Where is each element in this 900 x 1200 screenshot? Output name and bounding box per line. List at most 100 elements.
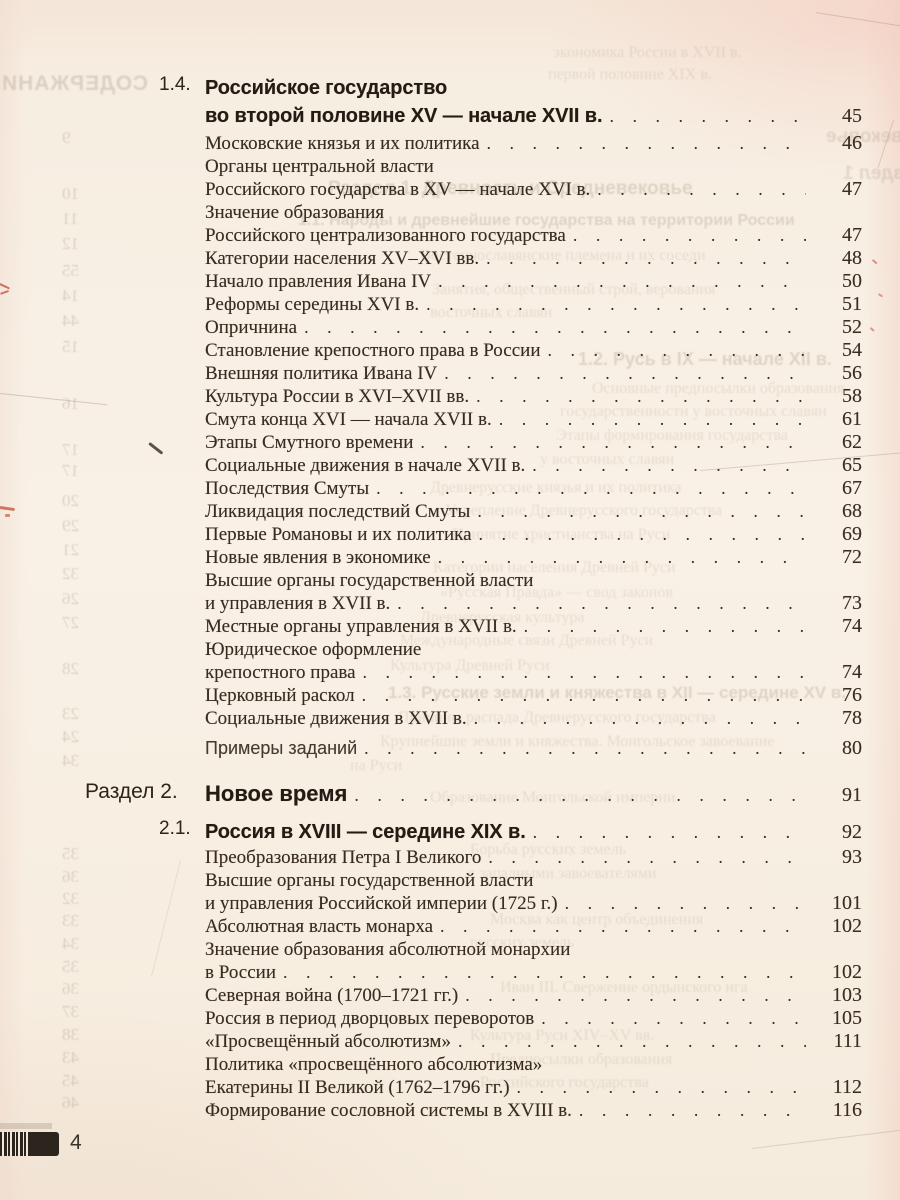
- ghost-page-number: 27: [62, 613, 79, 632]
- ghost-page-number: 23: [62, 704, 79, 723]
- toc-entry-title: Абсолютная власть монарха: [205, 916, 434, 937]
- toc-line: Россия в период дворцовых переворотов 105: [205, 1007, 862, 1030]
- toc-item: Северная война (1700–1721 гг.) 103: [205, 984, 862, 1007]
- toc-line: Формирование сословной системы в XVIII в…: [205, 1099, 862, 1122]
- toc-item: Значение образования абсолютной монархии…: [205, 938, 862, 984]
- toc-item: Начало правления Ивана IV 50: [205, 270, 862, 293]
- dot-leader: [376, 478, 806, 499]
- toc-entry-title: Ликвидация последствий Смуты: [205, 501, 471, 522]
- toc-entry-title: Российского государства в XV — начале XV…: [205, 179, 591, 200]
- toc-page-number: 78: [842, 707, 862, 729]
- toc-line: Северная война (1700–1721 гг.) 103: [205, 984, 862, 1007]
- toc-line: Реформы середины XVI в. 51: [205, 293, 862, 316]
- toc-entry-title: Российского централизованного государств…: [205, 225, 566, 246]
- toc-line: «Просвещённый абсолютизм» 111: [205, 1030, 862, 1053]
- toc-page-number: 62: [842, 431, 862, 453]
- toc-line: Социальные движения в XVII в. 78: [205, 707, 862, 730]
- ghost-page-number: 21: [62, 540, 79, 559]
- toc-entry-title: Российское государство: [205, 77, 448, 99]
- ghost-text-line: экономика России в XVII в.: [553, 44, 742, 61]
- scratch-mark: [877, 120, 894, 168]
- ghost-page-number: 35: [62, 957, 79, 976]
- toc-line: Ликвидация последствий Смуты 68: [205, 500, 862, 523]
- dot-leader: [474, 708, 806, 729]
- toc-line: Раздел 2. Новое время 91: [85, 780, 862, 808]
- toc-line: Новые явления в экономике 72: [205, 546, 862, 569]
- dot-leader: [476, 386, 806, 407]
- dot-leader: [362, 685, 806, 706]
- toc-subsection: 2.1. Россия в XVIII — середине XIX в. 92: [159, 818, 862, 846]
- toc-line: Первые Романовы и их политика 69: [205, 523, 862, 546]
- table-of-contents: 1.4. Российское государство во второй поло…: [85, 74, 862, 1122]
- toc-item: Категории населения XV–XVI вв. 48: [205, 247, 862, 270]
- toc-page-number: 45: [842, 105, 862, 127]
- dot-leader: [465, 985, 806, 1006]
- toc-item: Значение образования Российского централи…: [205, 201, 862, 247]
- toc-line: Культура России в XVI–XVII вв. 58: [205, 385, 862, 408]
- dot-leader: [458, 1031, 806, 1052]
- toc-page-number: 72: [842, 546, 862, 568]
- toc-item: Высшие органы государственной власти и уп…: [205, 869, 862, 915]
- dot-leader: [364, 738, 806, 759]
- toc-entry-title: Северная война (1700–1721 гг.): [205, 985, 459, 1006]
- scratch-mark: [752, 1129, 900, 1149]
- red-pen-mark: [0, 289, 10, 295]
- ghost-page-number: 20: [62, 491, 79, 510]
- scratch-mark: [0, 393, 108, 406]
- dot-leader: [533, 822, 806, 843]
- ghost-page-number: 36: [62, 979, 79, 998]
- ghost-page-number: 10: [62, 184, 79, 203]
- toc-item: Первые Романовы и их политика 69: [205, 523, 862, 546]
- toc-item: Смута конца XVI — начала XVII в. 61: [205, 408, 862, 431]
- toc-entry-title: Преобразования Петра I Великого: [205, 847, 482, 868]
- toc-page-number: 58: [842, 385, 862, 407]
- toc-entry-title: Последствия Смуты: [205, 478, 370, 499]
- toc-entry-title: Внешняя политика Ивана IV: [205, 363, 438, 384]
- toc-entry-title: Опричнина: [205, 317, 298, 338]
- toc-entry-title: Екатерины II Великой (1762–1796 гг.): [205, 1077, 510, 1098]
- toc-line: Значение образования абсолютной монархии: [205, 938, 862, 961]
- toc-line: Церковный раскол 76: [205, 684, 862, 707]
- toc-entry-title: и управления Российской империи (1725 г.…: [205, 893, 558, 914]
- dot-leader: [532, 455, 806, 476]
- dot-leader: [420, 432, 806, 453]
- toc-line: Социальные движения в начале XVII в. 65: [205, 454, 862, 477]
- toc-line: Екатерины II Великой (1762–1796 гг.) 112: [205, 1076, 862, 1099]
- toc-line: Этапы Смутного времени 62: [205, 431, 862, 454]
- dot-leader: [499, 409, 806, 430]
- red-speck: [869, 327, 875, 332]
- toc-entry-title: Примеры заданий: [205, 738, 358, 758]
- toc-page-number: 111: [833, 1030, 862, 1052]
- dot-leader: [283, 962, 806, 983]
- dot-leader: [477, 501, 806, 522]
- toc-item: Опричнина 52: [205, 316, 862, 339]
- toc-entry-title: Юридическое оформление: [205, 639, 422, 660]
- toc-entry-number: 1.4.: [159, 74, 191, 95]
- dot-leader: [438, 547, 806, 568]
- toc-page-number: 73: [842, 592, 862, 614]
- dot-leader: [548, 340, 807, 361]
- toc-line: Смута конца XVI — начала XVII в. 61: [205, 408, 862, 431]
- ghost-page-number: 17: [62, 461, 79, 480]
- toc-line: крепостного права 74: [205, 661, 862, 684]
- toc-line: Последствия Смуты 67: [205, 477, 862, 500]
- dot-leader: [444, 363, 806, 384]
- ghost-page-number: 9: [62, 128, 71, 147]
- toc-entry-title: Россия в период дворцовых переворотов: [205, 1008, 535, 1029]
- dot-leader: [438, 271, 806, 292]
- toc-entry-title: и управления в XVII в.: [205, 593, 391, 614]
- ghost-contents-heading: СОДЕРЖАНИЕ: [0, 72, 148, 95]
- toc-item: Социальные движения в начале XVII в. 65: [205, 454, 862, 477]
- toc-page-number: 103: [832, 984, 862, 1006]
- ghost-page-number: 38: [62, 1025, 79, 1044]
- ghost-page-number: 34: [62, 751, 79, 770]
- ghost-edge-bar: [0, 1123, 52, 1129]
- red-speck: [877, 293, 884, 298]
- toc-entry-title: Значение образования абсолютной монархии: [205, 939, 571, 960]
- toc-subsection: 1.4. Российское государство во второй поло…: [159, 74, 862, 130]
- dot-leader: [363, 662, 806, 683]
- dot-leader: [597, 179, 806, 200]
- ghost-page-number: 12: [62, 234, 79, 253]
- toc-page-number: 102: [832, 915, 862, 937]
- ghost-page-number: 11: [62, 209, 79, 228]
